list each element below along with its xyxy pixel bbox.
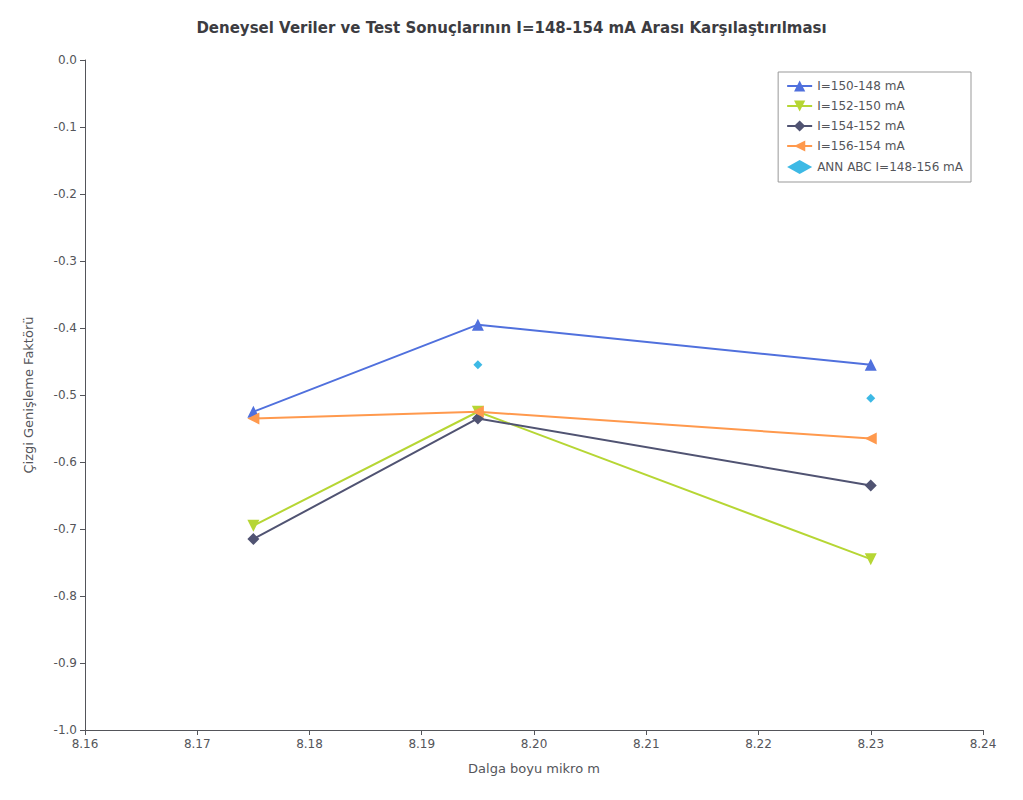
svg-text:-0.6: -0.6 [54,455,77,469]
svg-text:8.17: 8.17 [184,737,211,751]
svg-text:8.24: 8.24 [970,737,997,751]
svg-text:8.21: 8.21 [633,737,660,751]
svg-text:-0.9: -0.9 [54,656,77,670]
svg-text:-0.1: -0.1 [54,120,77,134]
svg-text:I=152-150 mA: I=152-150 mA [817,99,905,113]
svg-text:8.16: 8.16 [72,737,99,751]
svg-text:-0.4: -0.4 [54,321,77,335]
svg-text:8.18: 8.18 [296,737,323,751]
svg-text:8.20: 8.20 [521,737,548,751]
svg-text:-0.5: -0.5 [54,388,77,402]
svg-text:8.23: 8.23 [857,737,884,751]
svg-text:-0.2: -0.2 [54,187,77,201]
svg-text:8.22: 8.22 [745,737,772,751]
svg-text:Çizgi Genişleme Faktörü: Çizgi Genişleme Faktörü [21,316,36,473]
svg-text:8.19: 8.19 [408,737,435,751]
svg-text:ANN ABC I=148-156 mA: ANN ABC I=148-156 mA [817,160,964,174]
svg-text:-1.0: -1.0 [54,723,77,737]
svg-text:I=150-148 mA: I=150-148 mA [817,79,905,93]
svg-text:-0.3: -0.3 [54,254,77,268]
svg-text:Dalga boyu mikro m: Dalga boyu mikro m [468,761,600,776]
svg-text:Deneysel Veriler ve Test Sonuç: Deneysel Veriler ve Test Sonuçlarının I=… [196,19,826,37]
svg-text:-0.8: -0.8 [54,589,77,603]
svg-text:I=156-154 mA: I=156-154 mA [817,139,905,153]
svg-text:I=154-152 mA: I=154-152 mA [817,119,905,133]
svg-text:-0.7: -0.7 [54,522,77,536]
svg-text:0.0: 0.0 [58,53,77,67]
